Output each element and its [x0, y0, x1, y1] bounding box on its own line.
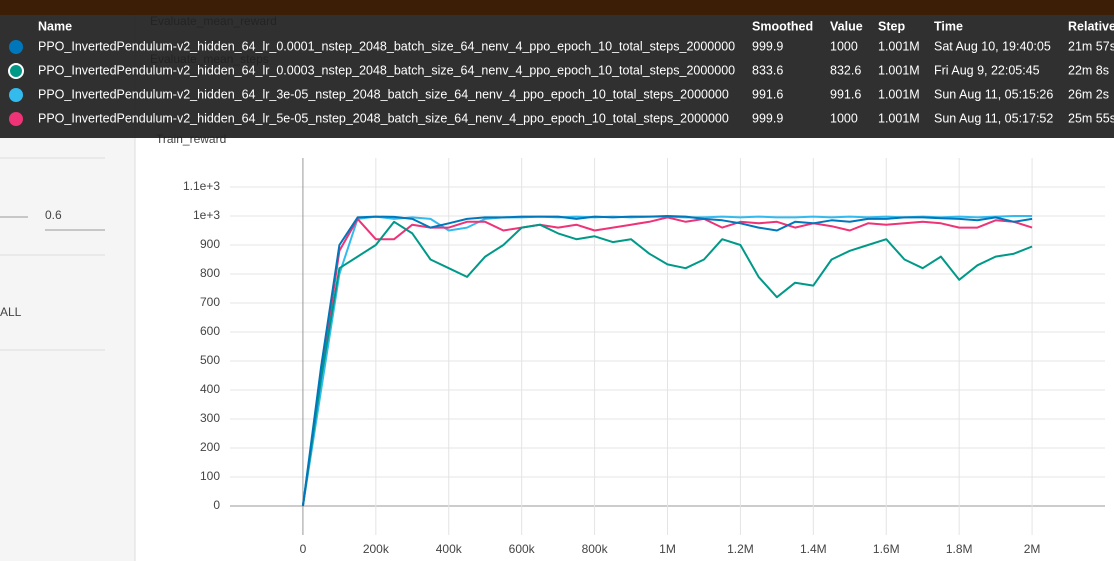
cell-name: PPO_InvertedPendulum-v2_hidden_64_lr_5e-…	[38, 111, 729, 125]
x-tick-label: 1.4M	[800, 542, 827, 556]
y-tick-label: 400	[200, 382, 220, 396]
cell-relative: 25m 55s	[1068, 111, 1114, 125]
cell-value: 1000	[830, 39, 858, 53]
y-tick-label: 0	[213, 498, 220, 512]
tooltip-background	[0, 15, 1114, 138]
cell-time: Sat Aug 10, 19:40:05	[934, 39, 1051, 53]
cell-relative: 21m 57s	[1068, 39, 1114, 53]
y-tick-label: 1.1e+3	[183, 179, 220, 193]
x-tick-label: 800k	[582, 542, 609, 556]
column-header: Smoothed	[752, 19, 813, 33]
cell-smoothed: 999.9	[752, 111, 783, 125]
tooltip: Name Smoothed Value Step Time Relative PPO_Inv…	[0, 15, 1114, 138]
y-tick-label: 900	[200, 237, 220, 251]
cell-name: PPO_InvertedPendulum-v2_hidden_64_lr_3e-…	[38, 87, 729, 101]
cell-relative: 22m 8s	[1068, 63, 1109, 77]
cell-step: 1.001M	[878, 87, 920, 101]
cell-time: Sun Aug 11, 05:17:52	[934, 111, 1053, 125]
x-tick-label: 0	[300, 542, 307, 556]
top-bar	[0, 0, 1114, 15]
run-swatch	[8, 63, 24, 79]
y-tick-label: 1e+3	[193, 208, 220, 222]
y-tick-label: 200	[200, 440, 220, 454]
cell-value: 832.6	[830, 63, 861, 77]
y-tick-label: 700	[200, 295, 220, 309]
run-swatch	[9, 88, 23, 102]
series-line	[301, 216, 1033, 507]
x-tick-label: 2M	[1024, 542, 1041, 556]
x-tick-label: 1M	[659, 542, 676, 556]
series-line	[301, 215, 1033, 507]
cell-value: 991.6	[830, 87, 861, 101]
x-tick-label: 200k	[363, 542, 390, 556]
y-tick-label: 500	[200, 353, 220, 367]
column-header: Relative	[1068, 19, 1114, 33]
x-tick-label: 600k	[509, 542, 536, 556]
cell-name: PPO_InvertedPendulum-v2_hidden_64_lr_0.0…	[38, 63, 735, 77]
cell-name: PPO_InvertedPendulum-v2_hidden_64_lr_0.0…	[38, 39, 735, 53]
column-header: Time	[934, 19, 963, 33]
x-tick-label: 1.2M	[727, 542, 754, 556]
cell-relative: 26m 2s	[1068, 87, 1109, 101]
cell-smoothed: 991.6	[752, 87, 783, 101]
run-swatch	[9, 112, 23, 126]
column-header: Step	[878, 19, 905, 33]
column-header: Value	[830, 19, 863, 33]
y-tick-label: 100	[200, 469, 220, 483]
y-tick-label: 300	[200, 411, 220, 425]
cell-step: 1.001M	[878, 63, 920, 77]
x-tick-label: 1.6M	[873, 542, 900, 556]
cell-step: 1.001M	[878, 111, 920, 125]
column-header: Name	[38, 19, 72, 33]
cell-smoothed: 999.9	[752, 39, 783, 53]
cell-time: Fri Aug 9, 22:05:45	[934, 63, 1040, 77]
y-tick-label: 600	[200, 324, 220, 338]
cell-time: Sun Aug 11, 05:15:26	[934, 87, 1053, 101]
run-swatch	[9, 40, 23, 54]
cell-value: 1000	[830, 111, 858, 125]
cell-smoothed: 833.6	[752, 63, 783, 77]
cell-step: 1.001M	[878, 39, 920, 53]
series-line	[301, 220, 1033, 507]
x-tick-label: 1.8M	[946, 542, 973, 556]
toggle-all[interactable]: ALL	[0, 305, 22, 319]
x-tick-label: 400k	[436, 542, 463, 556]
smoothing-value[interactable]: 0.6	[45, 208, 62, 222]
y-tick-label: 800	[200, 266, 220, 280]
